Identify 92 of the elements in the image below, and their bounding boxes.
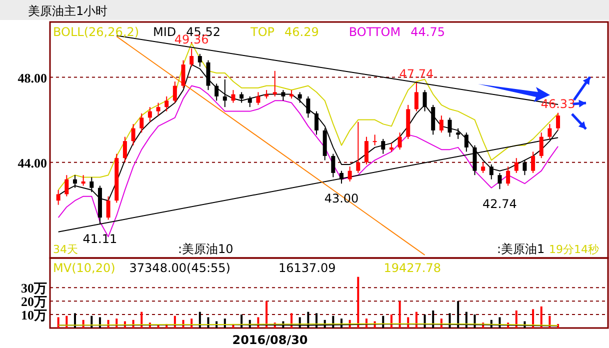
bar bbox=[415, 312, 418, 328]
candlestick bbox=[106, 196, 110, 220]
candlestick bbox=[414, 82, 418, 112]
y-tick-label: 20万 bbox=[21, 294, 47, 310]
annotation: :美原油1 bbox=[497, 242, 545, 256]
bar bbox=[57, 317, 60, 328]
annotation: 46.33 bbox=[540, 96, 576, 111]
bar bbox=[266, 301, 268, 328]
candlestick bbox=[348, 166, 352, 182]
y-tick-label: 30万 bbox=[21, 280, 47, 296]
bar bbox=[424, 314, 426, 328]
bar bbox=[140, 312, 143, 328]
candlestick bbox=[172, 81, 177, 104]
candlestick bbox=[122, 136, 127, 163]
bar bbox=[98, 317, 101, 328]
annotation: 41.11 bbox=[82, 232, 118, 246]
candlestick bbox=[72, 174, 77, 188]
candlestick bbox=[281, 90, 286, 102]
candlestick bbox=[539, 132, 544, 159]
candlestick bbox=[272, 70, 277, 97]
candlestick bbox=[90, 176, 94, 193]
text: MID bbox=[153, 25, 176, 39]
candlestick bbox=[464, 132, 468, 152]
annotation: 46.29 bbox=[284, 25, 319, 39]
annotation: 42.74 bbox=[482, 197, 517, 212]
text: 2016/08/30 bbox=[232, 333, 308, 347]
annotation: 47.74 bbox=[399, 66, 434, 81]
candlestick bbox=[356, 121, 360, 174]
candlestick bbox=[148, 106, 152, 122]
bar bbox=[157, 325, 160, 328]
candlestick bbox=[214, 83, 219, 102]
candlestick bbox=[156, 102, 160, 116]
annotation: 19427.78 bbox=[384, 261, 442, 275]
y-tick-label: 44.00 bbox=[18, 155, 47, 170]
text: BOTTOM bbox=[348, 25, 401, 39]
y-tick-label: 48.00 bbox=[18, 70, 47, 86]
annotation: 34天 bbox=[53, 243, 78, 256]
annotation: :美原油10 bbox=[178, 242, 234, 256]
candlestick bbox=[248, 96, 252, 108]
candlestick bbox=[231, 90, 236, 104]
candlestick bbox=[81, 174, 86, 186]
annotation: 44.75 bbox=[410, 25, 445, 39]
text: TOP bbox=[250, 25, 275, 39]
candlestick bbox=[531, 151, 536, 174]
candlestick bbox=[398, 132, 402, 150]
y-tick-label: 10万 bbox=[21, 308, 47, 323]
candlestick bbox=[364, 136, 368, 165]
annotation: 16137.09 bbox=[278, 261, 336, 275]
candlestick bbox=[422, 90, 427, 112]
candlestick bbox=[498, 172, 502, 190]
bar bbox=[207, 317, 210, 328]
candlestick bbox=[240, 92, 244, 104]
candlestick bbox=[339, 170, 344, 184]
candlestick bbox=[556, 112, 560, 131]
bar bbox=[540, 306, 542, 328]
bar bbox=[357, 276, 360, 328]
candlestick bbox=[489, 164, 494, 180]
candlestick bbox=[140, 112, 144, 134]
bar bbox=[532, 309, 534, 328]
candlestick bbox=[64, 174, 69, 197]
candlestick bbox=[298, 92, 302, 104]
candlestick bbox=[431, 104, 436, 136]
candlestick bbox=[222, 78, 227, 108]
candlestick bbox=[456, 128, 460, 140]
candlestick bbox=[256, 92, 260, 106]
candlestick bbox=[381, 138, 386, 154]
candlestick bbox=[481, 162, 486, 174]
legend-title: BOLL(26,26,2) bbox=[53, 25, 140, 39]
candlestick bbox=[548, 124, 552, 140]
bar bbox=[515, 310, 518, 328]
candlestick bbox=[372, 134, 377, 146]
annotation: 19分14秒 bbox=[549, 243, 599, 256]
candlestick bbox=[506, 166, 510, 186]
candlestick bbox=[306, 96, 310, 118]
candlestick bbox=[514, 158, 518, 174]
bar bbox=[90, 316, 93, 328]
candlestick bbox=[314, 110, 319, 136]
legend-title: MV(10,20) bbox=[53, 261, 116, 275]
candlestick bbox=[190, 48, 194, 68]
candlestick bbox=[439, 115, 444, 134]
chart-title: 美原油主1小时 bbox=[28, 4, 108, 18]
candlestick bbox=[181, 60, 186, 88]
bar bbox=[398, 301, 401, 328]
candlestick bbox=[131, 124, 136, 146]
candlestick bbox=[331, 153, 336, 178]
candlestick bbox=[522, 160, 527, 176]
bar bbox=[548, 316, 551, 328]
annotation: 37348.00(45:55) bbox=[129, 261, 230, 275]
candlestick bbox=[472, 144, 477, 176]
candlestick bbox=[164, 96, 169, 112]
candlestick bbox=[448, 117, 452, 138]
candlestick bbox=[56, 189, 60, 206]
